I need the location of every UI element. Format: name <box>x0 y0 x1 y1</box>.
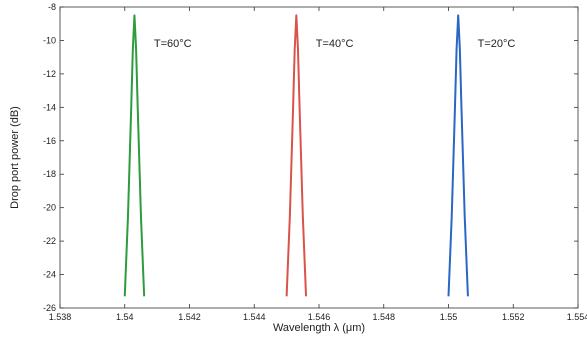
series-line-2 <box>285 14 308 297</box>
y-tick-label: -16 <box>43 136 56 146</box>
x-tick-label: 1.55 <box>440 312 458 322</box>
y-tick-label: -26 <box>43 303 56 313</box>
y-tick-label: -20 <box>43 203 56 213</box>
x-tick-label: 1.538 <box>49 312 72 322</box>
series-layer <box>123 14 469 297</box>
x-tick-label: 1.544 <box>243 312 266 322</box>
series-line-3 <box>447 14 469 297</box>
temperature-annotation: T=40°C <box>316 38 354 50</box>
y-tick-label: -24 <box>43 270 56 280</box>
y-tick-label: -18 <box>43 169 56 179</box>
x-tick-label: 1.554 <box>567 312 587 322</box>
x-tick-label: 1.54 <box>116 312 134 322</box>
y-tick-label: -14 <box>43 102 56 112</box>
annotation-layer: T=60°C T=40°C T=20°C <box>154 38 516 50</box>
x-tick-label: 1.546 <box>308 312 331 322</box>
temperature-annotation: T=20°C <box>478 38 516 50</box>
series-line-1 <box>123 14 146 297</box>
plot-area <box>59 6 579 309</box>
x-tick-label: 1.542 <box>178 312 201 322</box>
x-tick-label: 1.548 <box>372 312 395 322</box>
x-axis-label: Wavelength λ (μm) <box>273 322 365 334</box>
temperature-annotation: T=60°C <box>154 38 192 50</box>
x-tick-label: 1.552 <box>502 312 525 322</box>
y-tick-label: -12 <box>43 69 56 79</box>
y-tick-label: -8 <box>48 2 56 12</box>
y-axis-label: Drop port power (dB) <box>9 106 21 209</box>
y-tick-label: -10 <box>43 35 56 45</box>
y-tick-label: -22 <box>43 236 56 246</box>
axis-ticks: 1.538 1.54 1.542 1.544 1.546 1.548 1.55 1.552 1.… <box>43 2 587 322</box>
